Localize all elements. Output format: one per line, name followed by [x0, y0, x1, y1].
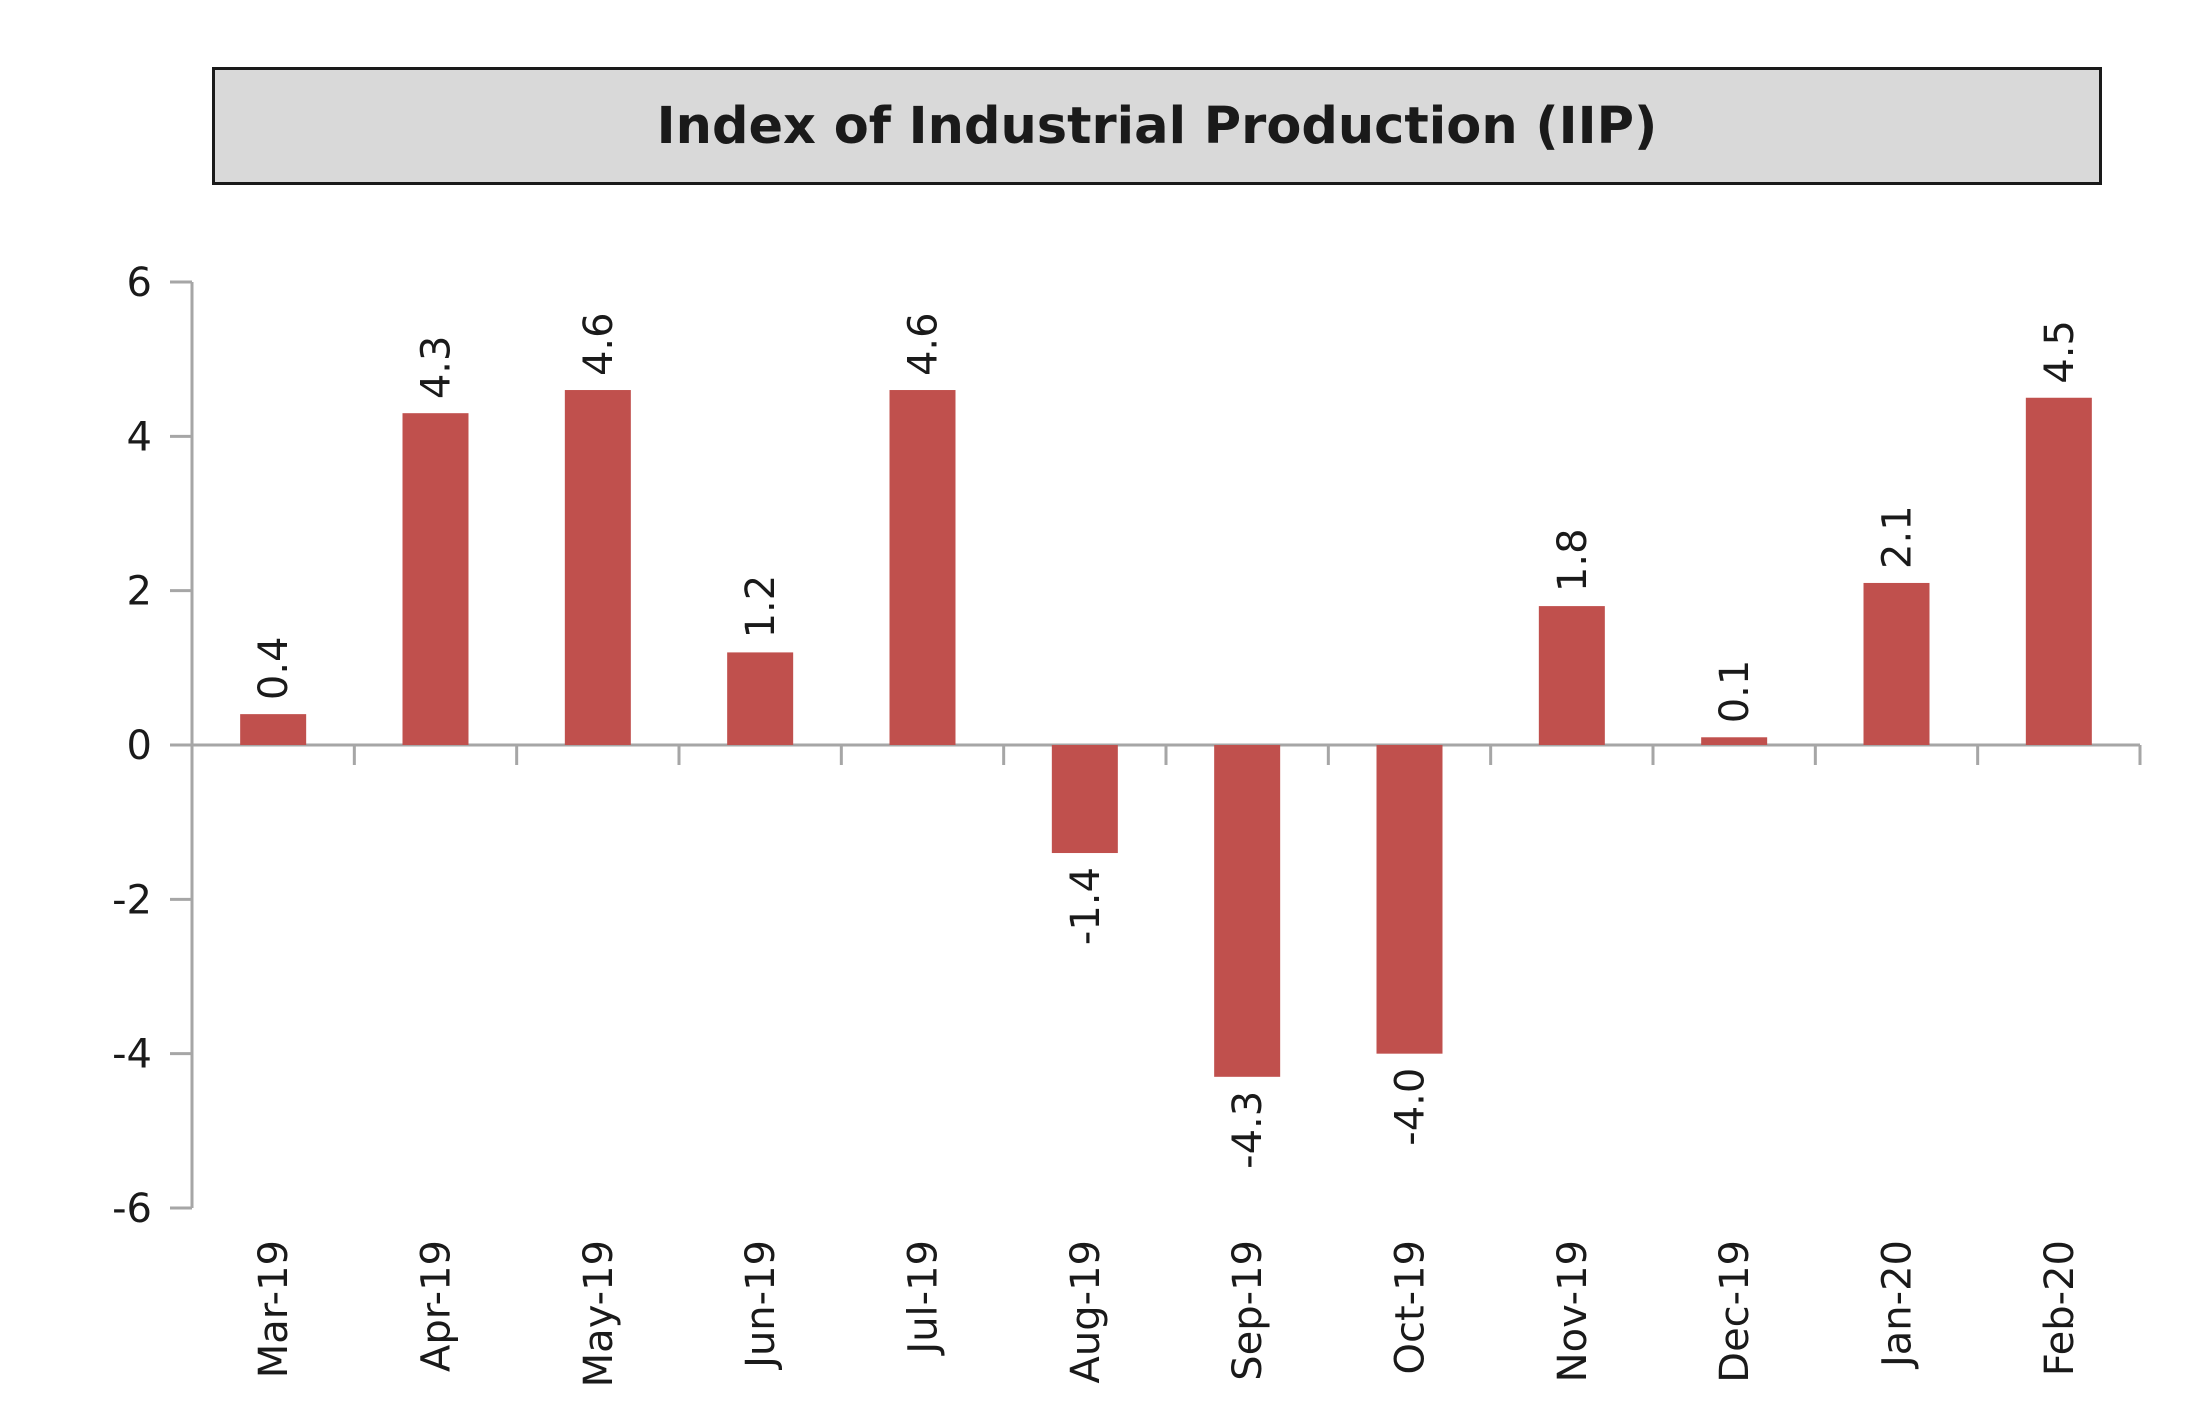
data-label-may-19: 4.6: [576, 312, 622, 376]
category-label-apr-19: Apr-19: [414, 1240, 460, 1372]
data-label-dec-19: 0.1: [1712, 660, 1758, 724]
category-label-dec-19: Dec-19: [1712, 1240, 1758, 1383]
y-tick-label: -4: [112, 1032, 152, 1078]
bars: [240, 390, 2092, 1077]
data-label-mar-19: 0.4: [251, 637, 297, 701]
bar-jul-19: [889, 390, 956, 745]
chart-title-box: Index of Industrial Production (IIP): [212, 67, 2102, 185]
y-tick-label: -2: [112, 877, 152, 923]
bar-aug-19: [1051, 745, 1118, 854]
category-label-may-19: May-19: [576, 1240, 622, 1387]
chart-title: Index of Industrial Production (IIP): [656, 96, 1658, 156]
category-label-aug-19: Aug-19: [1063, 1240, 1109, 1383]
data-label-jul-19: 4.6: [901, 312, 947, 376]
category-label-mar-19: Mar-19: [251, 1240, 297, 1378]
data-labels: 0.4 4.3 4.6 1.2 4.6 -1.4 -4.3 -4.0 1.8 0.1 2.1 4.5: [251, 312, 2083, 1168]
data-label-oct-19: -4.0: [1388, 1068, 1434, 1146]
category-label-jul-19: Jul-19: [901, 1240, 947, 1357]
bar-sep-19: [1214, 745, 1281, 1077]
bar-jan-20: [1863, 582, 1930, 745]
bar-jun-19: [727, 652, 794, 745]
category-label-jan-20: Jan-20: [1875, 1240, 1921, 1370]
data-label-nov-19: 1.8: [1550, 528, 1596, 592]
bar-dec-19: [1701, 737, 1768, 745]
axes: -6 -4 -2 0 2 4 6 Mar-19 Apr-19 May-19 Jun-19 Jul-19…: [112, 260, 2142, 1387]
bar-nov-19: [1538, 606, 1605, 745]
category-label-feb-20: Feb-20: [2037, 1240, 2083, 1376]
data-label-sep-19: -4.3: [1225, 1091, 1271, 1169]
category-label-nov-19: Nov-19: [1550, 1240, 1596, 1382]
category-label-jun-19: Jun-19: [738, 1240, 784, 1371]
bar-mar-19: [240, 714, 307, 745]
y-tick-label: 0: [127, 723, 152, 769]
data-label-apr-19: 4.3: [414, 336, 460, 400]
y-tick-label: 4: [127, 414, 152, 460]
y-tick-label: 2: [127, 569, 152, 615]
bar-feb-20: [2025, 397, 2092, 745]
data-label-feb-20: 4.5: [2037, 320, 2083, 384]
category-label-oct-19: Oct-19: [1388, 1240, 1434, 1375]
bar-apr-19: [402, 413, 469, 745]
y-tick-label: -6: [112, 1186, 152, 1232]
data-label-aug-19: -1.4: [1063, 867, 1109, 945]
y-tick-label: 6: [127, 260, 152, 306]
data-label-jan-20: 2.1: [1875, 505, 1921, 569]
bar-may-19: [564, 390, 631, 745]
data-label-jun-19: 1.2: [738, 575, 784, 639]
bar-oct-19: [1376, 745, 1443, 1054]
category-label-sep-19: Sep-19: [1225, 1240, 1271, 1381]
